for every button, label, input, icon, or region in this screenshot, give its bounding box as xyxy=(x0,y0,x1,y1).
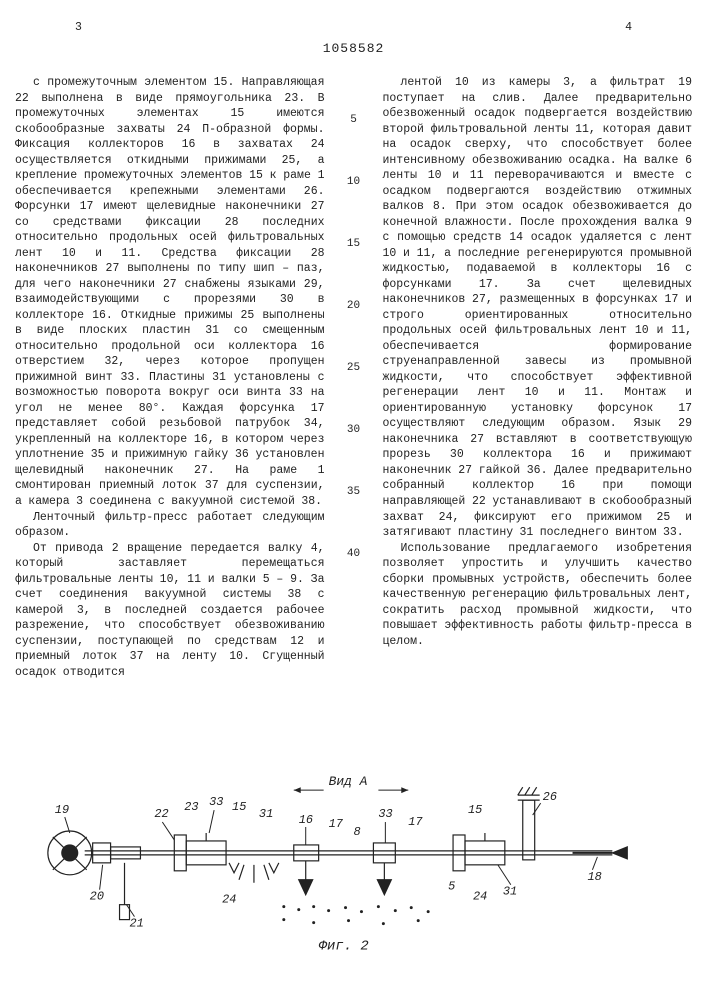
label-22: 22 xyxy=(154,807,168,821)
figure-caption-bottom: Фиг. 2 xyxy=(319,939,369,955)
label-26: 26 xyxy=(543,790,557,804)
label-20: 20 xyxy=(90,890,104,904)
figure-svg: 19 20 21 22 23 33 15 24 31 16 17 8 33 17… xyxy=(15,705,692,955)
label-5: 5 xyxy=(448,880,455,894)
label-33: 33 xyxy=(209,795,223,809)
label-23: 23 xyxy=(184,800,198,814)
line-marker: 25 xyxy=(345,361,363,423)
page-number-right: 4 xyxy=(625,20,632,36)
line-marker: 10 xyxy=(345,175,363,237)
line-marker: 30 xyxy=(345,423,363,485)
label-8: 8 xyxy=(353,825,360,839)
line-marker: 35 xyxy=(345,485,363,547)
label-33b: 33 xyxy=(378,807,392,821)
page-number-left: 3 xyxy=(75,20,82,36)
paragraph: Использование предлагаемого изобретения … xyxy=(383,541,693,650)
label-17b: 17 xyxy=(408,815,423,829)
text-columns: с промежуточным элементом 15. Направляющ… xyxy=(15,75,692,680)
line-marker: 15 xyxy=(345,237,363,299)
paragraph: От привода 2 вращение передается валку 4… xyxy=(15,541,325,681)
label-16: 16 xyxy=(299,813,313,827)
label-17: 17 xyxy=(329,817,344,831)
right-column: лентой 10 из камеры 3, а фильтрат 19 пос… xyxy=(383,75,693,680)
paragraph: Ленточный фильтр-пресс работает следующи… xyxy=(15,510,325,541)
line-marker: 20 xyxy=(345,299,363,361)
document-number: 1058582 xyxy=(15,40,692,58)
line-number-markers: 5 10 15 20 25 30 35 40 xyxy=(345,75,363,680)
line-marker: 5 xyxy=(345,113,363,175)
page-header: 3 4 xyxy=(15,20,692,36)
label-18: 18 xyxy=(587,870,601,884)
label-24: 24 xyxy=(222,893,236,907)
left-column: с промежуточным элементом 15. Направляющ… xyxy=(15,75,325,680)
figure-caption-top: Вид А xyxy=(329,774,368,789)
label-31: 31 xyxy=(259,807,273,821)
label-19: 19 xyxy=(55,803,69,817)
paragraph: лентой 10 из камеры 3, а фильтрат 19 пос… xyxy=(383,75,693,540)
label-31b: 31 xyxy=(503,885,517,899)
line-marker: 40 xyxy=(345,547,363,609)
figure-2: 19 20 21 22 23 33 15 24 31 16 17 8 33 17… xyxy=(15,705,692,955)
label-21: 21 xyxy=(129,917,143,931)
paragraph: с промежуточным элементом 15. Направляющ… xyxy=(15,75,325,509)
label-15b: 15 xyxy=(468,803,482,817)
label-24b: 24 xyxy=(473,890,487,904)
label-15: 15 xyxy=(232,800,246,814)
